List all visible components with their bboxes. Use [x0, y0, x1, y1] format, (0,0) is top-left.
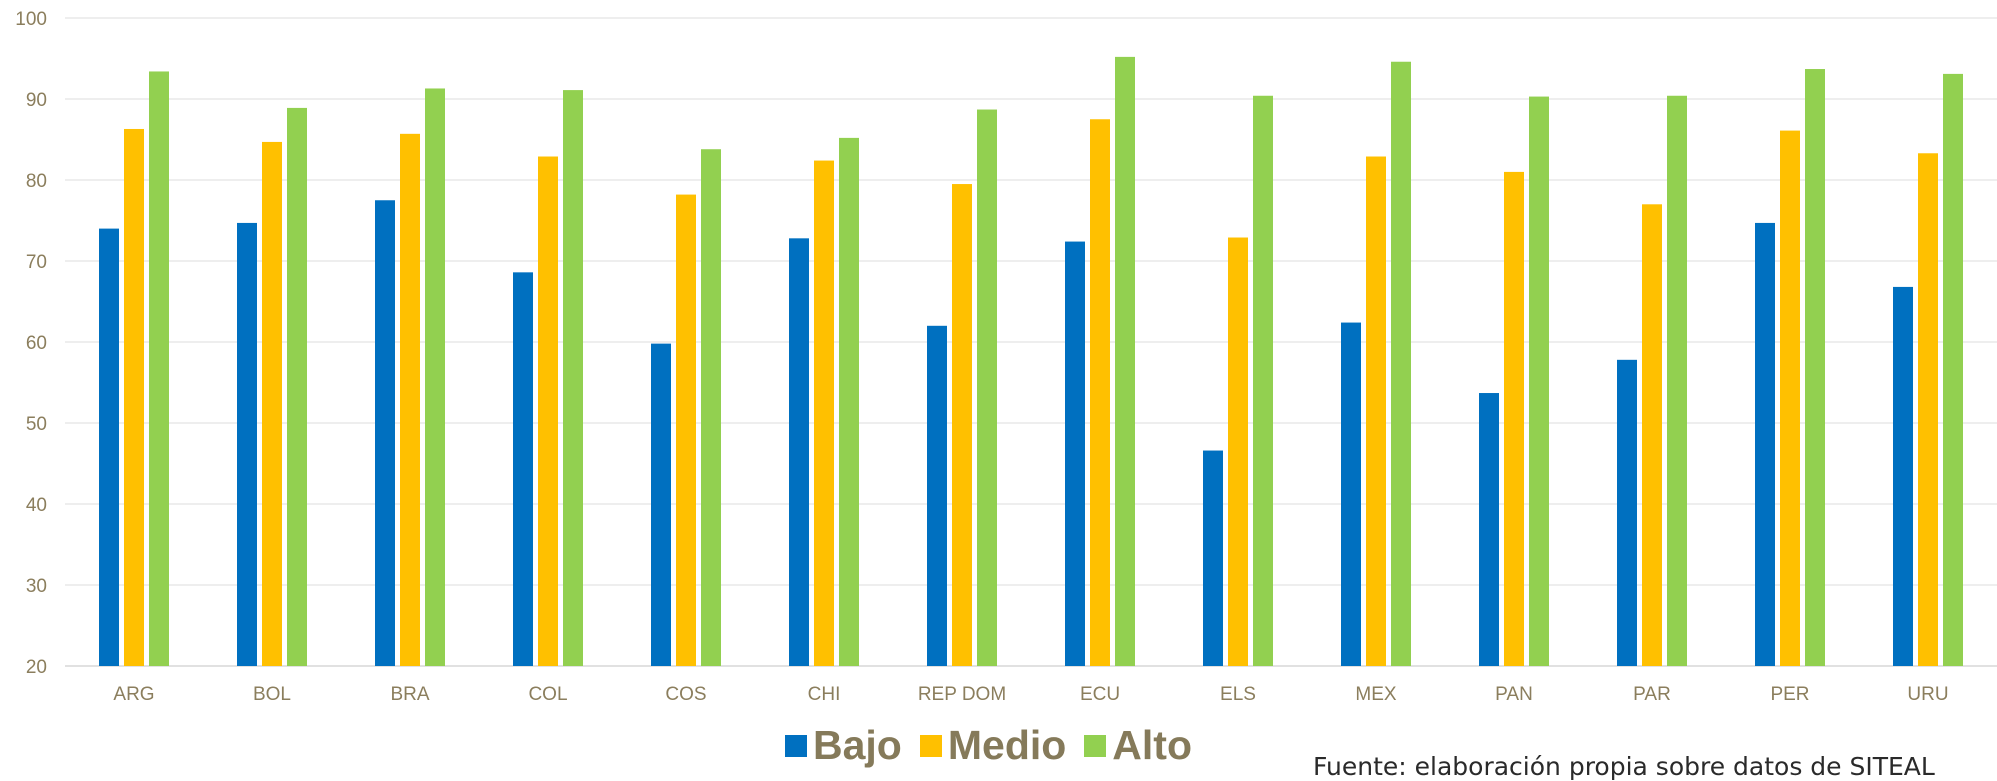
bar-medio-bra	[400, 133, 420, 666]
bar-bajo-ecu	[1065, 241, 1085, 666]
bar-bajo-bra	[375, 200, 395, 666]
bar-bajo-bol	[237, 222, 257, 666]
bar-bajo-par	[1617, 359, 1637, 666]
legend-label-medio: Medio	[947, 722, 1067, 768]
bar-medio-cos	[676, 194, 696, 666]
bar-bajo-rep-dom	[927, 325, 947, 666]
bar-alto-chi	[839, 137, 859, 666]
y-axis-ticks: 20 30 40 50 60 70 80 90 100	[15, 9, 47, 678]
x-tick-label-col: COL	[528, 684, 567, 705]
bar-medio-els	[1228, 237, 1248, 666]
y-tick-label-70: 70	[26, 252, 47, 273]
legend: Bajo Medio Alto	[785, 722, 1192, 769]
bar-medio-arg	[124, 128, 144, 667]
bar-medio-par	[1642, 204, 1662, 667]
x-axis-ticks: ARG BOL BRA COL COS CHI REP DOM ECU ELS MEX PAN PAR…	[113, 684, 1948, 705]
bar-bajo-col	[513, 272, 533, 666]
y-tick-label-80: 80	[26, 171, 47, 192]
bar-bajo-mex	[1341, 322, 1361, 666]
bar-bajo-uru	[1893, 286, 1913, 666]
y-tick-label-50: 50	[26, 414, 47, 435]
bar-bajo-chi	[789, 238, 809, 666]
x-tick-label-par: PAR	[1633, 684, 1671, 705]
legend-swatch-bajo	[785, 734, 807, 757]
bar-medio-pan	[1504, 171, 1524, 666]
x-tick-label-per: PER	[1770, 684, 1809, 705]
bars	[99, 56, 1963, 667]
legend-item-bajo: Bajo	[785, 722, 902, 769]
legend-swatch-alto	[1084, 734, 1107, 757]
bar-alto-par	[1667, 95, 1687, 666]
x-tick-label-cos: COS	[665, 684, 706, 705]
x-tick-label-bra: BRA	[390, 684, 429, 705]
legend-item-alto: Alto	[1084, 722, 1192, 769]
bar-alto-arg	[149, 71, 169, 666]
x-tick-label-els: ELS	[1220, 684, 1256, 705]
bar-alto-pan	[1529, 96, 1549, 666]
y-tick-label-90: 90	[26, 90, 47, 111]
bar-medio-uru	[1918, 153, 1938, 666]
legend-swatch-medio	[919, 734, 942, 757]
bar-alto-els	[1253, 95, 1273, 666]
bar-alto-uru	[1943, 73, 1963, 666]
bar-alto-bra	[425, 88, 445, 667]
x-tick-label-bol: BOL	[253, 684, 291, 705]
bar-alto-ecu	[1115, 56, 1135, 666]
bar-alto-col	[563, 90, 583, 667]
bar-medio-col	[538, 156, 558, 666]
bar-alto-per	[1805, 69, 1825, 666]
source-note: Fuente: elaboración propia sobre datos d…	[1313, 752, 1935, 781]
y-tick-label-100: 100	[15, 9, 47, 30]
y-tick-label-20: 20	[26, 657, 47, 678]
legend-label-bajo: Bajo	[813, 722, 902, 768]
x-tick-label-rep-dom: REP DOM	[918, 684, 1006, 705]
bar-medio-mex	[1366, 156, 1386, 666]
y-tick-label-40: 40	[26, 495, 47, 516]
bar-medio-bol	[262, 141, 282, 666]
bar-medio-chi	[814, 160, 834, 666]
x-tick-label-chi: CHI	[808, 684, 841, 705]
bar-medio-rep-dom	[952, 184, 972, 667]
legend-item-medio: Medio	[919, 722, 1067, 769]
x-tick-label-ecu: ECU	[1080, 684, 1120, 705]
bar-bajo-pan	[1479, 393, 1499, 666]
bar-bajo-arg	[99, 228, 119, 666]
x-tick-label-uru: URU	[1907, 684, 1948, 705]
x-tick-label-pan: PAN	[1495, 684, 1533, 705]
bar-alto-cos	[701, 149, 721, 667]
x-tick-label-mex: MEX	[1355, 684, 1397, 705]
bar-alto-rep-dom	[977, 109, 997, 666]
bar-medio-per	[1780, 130, 1800, 667]
y-tick-label-60: 60	[26, 333, 47, 354]
legend-label-alto: Alto	[1112, 722, 1192, 768]
gridlines	[65, 17, 1997, 667]
bar-medio-ecu	[1090, 119, 1110, 666]
bar-bajo-per	[1755, 222, 1775, 666]
x-tick-label-arg: ARG	[113, 684, 154, 705]
bar-bajo-cos	[651, 343, 671, 666]
bar-bajo-els	[1203, 450, 1223, 666]
bar-alto-bol	[287, 107, 307, 666]
bar-alto-mex	[1391, 61, 1411, 667]
y-tick-label-30: 30	[26, 576, 47, 597]
